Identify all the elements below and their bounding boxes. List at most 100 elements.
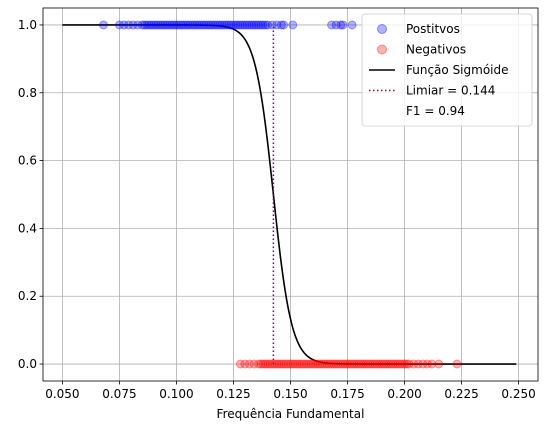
negativo-point	[340, 359, 350, 369]
negativo-point	[356, 359, 366, 369]
negativo-point	[413, 359, 423, 369]
positivo-point	[288, 20, 298, 30]
negativo-point	[249, 359, 259, 369]
negativo-point	[288, 359, 298, 369]
negativo-point	[361, 359, 371, 369]
positivo-point	[98, 20, 108, 30]
series-negativos	[235, 359, 462, 369]
negativo-point	[292, 359, 302, 369]
negativo-point	[279, 359, 289, 369]
positivo-point	[231, 20, 241, 30]
negativo-point	[240, 359, 250, 369]
negativo-point	[352, 359, 362, 369]
positivo-point	[142, 20, 152, 30]
y-tick-label: 1.0	[18, 18, 37, 32]
negativo-point	[322, 359, 332, 369]
negativo-point	[320, 359, 330, 369]
negativo-point	[283, 359, 293, 369]
positivo-point	[219, 20, 229, 30]
positivo-point	[160, 20, 170, 30]
negativo-point	[274, 359, 284, 369]
negativo-point	[306, 359, 316, 369]
negativo-point	[377, 359, 387, 369]
positivo-point	[276, 20, 286, 30]
y-tick-label: 0.0	[18, 357, 37, 371]
negativo-point	[372, 359, 382, 369]
negativo-point	[349, 359, 359, 369]
y-tick-label: 0.4	[18, 221, 37, 235]
negativo-point	[256, 359, 266, 369]
positivo-point	[258, 20, 268, 30]
negativo-point	[265, 359, 275, 369]
x-tick-label: 0.200	[387, 387, 421, 401]
negativo-point	[311, 359, 321, 369]
positivo-point	[226, 20, 236, 30]
positivo-point	[242, 20, 252, 30]
negativo-point	[331, 359, 341, 369]
negativo-point	[409, 359, 419, 369]
negativo-point	[434, 359, 444, 369]
positivo-point	[233, 20, 243, 30]
negativo-point	[452, 359, 462, 369]
positivo-point	[254, 20, 264, 30]
negativo-point	[422, 359, 432, 369]
positivo-point	[215, 20, 225, 30]
x-axis-ticks: 0.050 0.075 0.100 0.125 0.150 0.175 0.200 0.225…	[45, 381, 536, 401]
positivo-point	[336, 20, 346, 30]
series-lines	[62, 24, 517, 365]
negativo-point	[317, 359, 327, 369]
positivo-point	[228, 20, 238, 30]
negativo-point	[301, 359, 311, 369]
positivo-point	[190, 20, 200, 30]
negativo-point	[390, 359, 400, 369]
positivo-point	[167, 20, 177, 30]
negativo-point	[272, 359, 282, 369]
negativo-point	[336, 359, 346, 369]
negativo-point	[290, 359, 300, 369]
positivo-point	[140, 20, 150, 30]
negativo-point	[365, 359, 375, 369]
legend: Postitvos Negativos Função Sigmóide Limiar …	[361, 13, 533, 127]
negativo-point	[397, 359, 407, 369]
positivo-point	[240, 20, 250, 30]
positivo-point	[235, 20, 245, 30]
positivo-point	[171, 20, 181, 30]
negativo-point	[418, 359, 428, 369]
y-tick-label: 0.6	[18, 154, 37, 168]
negativo-point	[267, 359, 277, 369]
positivo-point	[272, 20, 282, 30]
negativo-point	[393, 359, 403, 369]
negativo-point	[260, 359, 270, 369]
positivo-point	[338, 20, 348, 30]
positivo-point	[162, 20, 172, 30]
positivo-point	[327, 20, 337, 30]
positivo-point	[213, 20, 223, 30]
x-tick-label: 0.100	[159, 387, 193, 401]
negativo-point	[235, 359, 245, 369]
positivo-point	[183, 20, 193, 30]
negativo-point	[388, 359, 398, 369]
positivo-point	[169, 20, 179, 30]
y-axis-ticks: 0.0 0.2 0.4 0.6 0.8 1.0	[18, 18, 43, 371]
positivo-point	[124, 20, 134, 30]
negativo-point	[324, 359, 334, 369]
negativo-point	[308, 359, 318, 369]
negativo-point	[427, 359, 437, 369]
x-tick-label: 0.175	[330, 387, 364, 401]
negativo-point	[270, 359, 280, 369]
negativo-point	[276, 359, 286, 369]
positivo-point	[185, 20, 195, 30]
positivo-point	[279, 20, 289, 30]
positivo-point	[119, 20, 129, 30]
positivo-point	[331, 20, 341, 30]
negativo-point	[379, 359, 389, 369]
negativo-point	[363, 359, 373, 369]
sigmoid-line	[62, 24, 517, 365]
negativo-point	[395, 359, 405, 369]
negativo-point	[384, 359, 394, 369]
positivo-point	[133, 20, 143, 30]
positivo-point	[149, 20, 159, 30]
positivo-point	[155, 20, 165, 30]
positivo-point	[192, 20, 202, 30]
positivo-point	[260, 20, 270, 30]
